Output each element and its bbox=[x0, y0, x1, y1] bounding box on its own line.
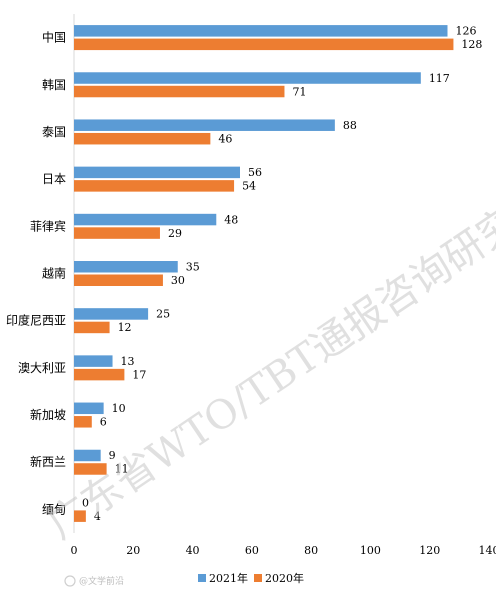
data-label: 56 bbox=[248, 166, 262, 179]
watermark-text: 广东省WTO/TBT通报咨询研究中心 bbox=[40, 154, 496, 548]
bar-series-1 bbox=[74, 72, 421, 84]
category-label: 新西兰 bbox=[30, 454, 66, 469]
data-label: 12 bbox=[118, 321, 132, 334]
bar-series-2 bbox=[74, 463, 107, 475]
weibo-icon bbox=[64, 575, 76, 587]
bar-series-1 bbox=[74, 119, 335, 131]
bar-series-2 bbox=[74, 510, 86, 522]
data-label: 10 bbox=[112, 402, 126, 415]
x-tick-label: 0 bbox=[71, 544, 78, 557]
bar-series-2 bbox=[74, 274, 163, 286]
data-label: 13 bbox=[121, 355, 135, 368]
bar-series-1 bbox=[74, 213, 217, 226]
legend-swatch bbox=[198, 574, 206, 582]
bar-series-1 bbox=[74, 355, 113, 367]
bar-series-1 bbox=[74, 25, 448, 37]
data-label: 30 bbox=[171, 274, 185, 287]
bar-series-1 bbox=[74, 402, 104, 415]
data-label: 11 bbox=[115, 463, 129, 476]
x-axis: 020406080100120140 bbox=[71, 14, 496, 557]
x-tick-label: 40 bbox=[186, 544, 200, 557]
x-tick-label: 80 bbox=[304, 544, 318, 557]
bar-series-2 bbox=[74, 368, 125, 381]
data-label: 17 bbox=[132, 368, 146, 381]
category-label: 中国 bbox=[42, 30, 66, 45]
bar-series-1 bbox=[74, 308, 149, 320]
data-label: 6 bbox=[100, 416, 107, 429]
data-label: 48 bbox=[224, 213, 238, 226]
category-label: 韩国 bbox=[42, 77, 66, 92]
x-tick-label: 100 bbox=[360, 544, 381, 557]
data-label: 35 bbox=[186, 261, 200, 274]
category-label: 澳大利亚 bbox=[18, 361, 66, 375]
data-label: 126 bbox=[456, 25, 477, 38]
category-label: 缅甸 bbox=[42, 502, 66, 516]
bar-series-1 bbox=[74, 166, 240, 179]
bar-series-2 bbox=[74, 321, 110, 334]
legend-swatch bbox=[254, 574, 262, 582]
category-label: 新加坡 bbox=[30, 407, 66, 422]
bar-series-2 bbox=[74, 132, 211, 145]
data-label: 25 bbox=[156, 308, 170, 321]
data-label: 4 bbox=[94, 510, 101, 523]
data-label: 0 bbox=[82, 496, 89, 509]
category-label: 泰国 bbox=[42, 125, 66, 139]
data-label: 88 bbox=[343, 119, 357, 132]
data-label: 46 bbox=[218, 132, 232, 145]
data-label: 54 bbox=[242, 180, 256, 193]
bar-series-2 bbox=[74, 85, 285, 98]
bar-series-2 bbox=[74, 180, 235, 192]
x-tick-label: 20 bbox=[126, 544, 140, 557]
credit-logo: @文学前沿 bbox=[64, 575, 124, 587]
bar-series-1 bbox=[74, 449, 101, 462]
category-label: 日本 bbox=[42, 172, 66, 186]
category-label: 印度尼西亚 bbox=[6, 313, 66, 328]
category-label: 越南 bbox=[42, 266, 66, 281]
data-label: 117 bbox=[429, 72, 450, 85]
data-label: 71 bbox=[292, 85, 306, 98]
x-tick-label: 60 bbox=[245, 544, 259, 557]
data-label: 29 bbox=[168, 227, 182, 240]
credit-text: @文学前沿 bbox=[79, 575, 124, 587]
bar-series-2 bbox=[74, 416, 92, 428]
bar-series-1 bbox=[74, 261, 178, 273]
legend: 2021年 2020年 bbox=[198, 571, 304, 585]
x-tick-label: 120 bbox=[419, 544, 440, 557]
bar-series-2 bbox=[74, 38, 454, 51]
data-label: 128 bbox=[461, 38, 482, 51]
legend-label: 2021年 bbox=[209, 571, 248, 585]
category-label: 菲律宾 bbox=[30, 218, 66, 233]
data-label: 9 bbox=[109, 449, 116, 462]
legend-label: 2020年 bbox=[265, 571, 304, 585]
x-tick-label: 140 bbox=[479, 544, 496, 557]
bar-series-2 bbox=[74, 227, 160, 239]
